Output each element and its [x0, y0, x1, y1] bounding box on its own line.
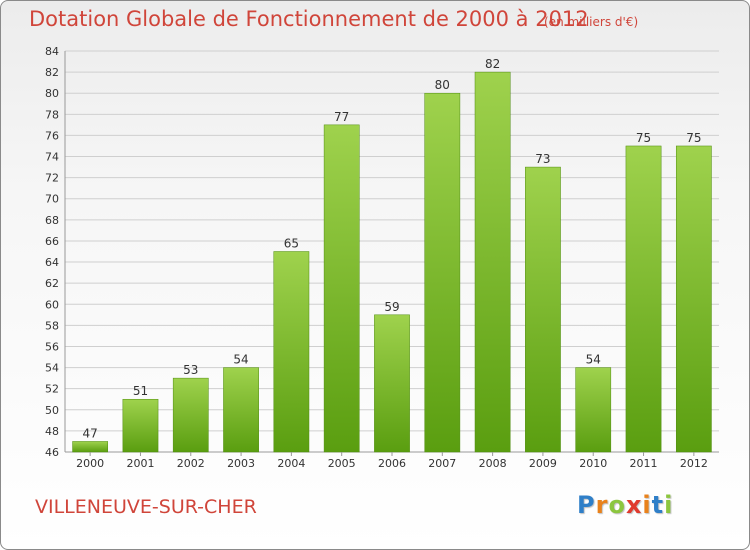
bar-2008 — [474, 71, 511, 453]
data-label-2005: 77 — [334, 110, 349, 124]
commune-name: VILLENEUVE-SUR-CHER — [35, 496, 257, 518]
bar-2011 — [625, 145, 662, 453]
data-label-2008: 82 — [485, 57, 500, 71]
x-tick-label-2007: 2007 — [428, 457, 456, 470]
data-label-2001: 51 — [133, 384, 148, 398]
y-tick-label: 68 — [45, 214, 59, 227]
bar-2003 — [223, 367, 259, 453]
chart-subtitle: (en milliers d'€) — [544, 15, 639, 29]
y-tick-label: 70 — [45, 193, 59, 206]
x-tick-label-2004: 2004 — [277, 457, 305, 470]
data-label-2006: 59 — [384, 300, 399, 314]
data-labels: 47 51 53 54 65 77 59 80 82 73 54 75 75 — [83, 57, 702, 440]
logo-letter: P — [577, 491, 596, 519]
data-label-2003: 54 — [233, 353, 248, 367]
logo-letter: t — [651, 491, 665, 519]
proxiti-logo[interactable]: Proxiti — [577, 491, 673, 519]
data-label-2012: 75 — [686, 131, 701, 145]
x-tick-label-2008: 2008 — [479, 457, 507, 470]
bar-2005 — [323, 124, 360, 453]
y-tick-label: 52 — [45, 383, 59, 396]
y-tick-label: 54 — [45, 362, 59, 375]
y-tick-label: 50 — [45, 404, 59, 417]
bar-2004 — [273, 251, 310, 453]
data-label-2011: 75 — [636, 131, 651, 145]
y-tick-label: 76 — [45, 129, 59, 142]
x-tick-label-2012: 2012 — [680, 457, 708, 470]
logo-letter: i — [664, 491, 674, 519]
x-tick-label-2000: 2000 — [76, 457, 104, 470]
bar-2001 — [122, 398, 159, 453]
y-tick-label: 48 — [45, 425, 59, 438]
x-tick-label-2002: 2002 — [177, 457, 205, 470]
y-tick-label: 80 — [45, 87, 59, 100]
x-tick-label-2009: 2009 — [529, 457, 557, 470]
x-tick-label-2003: 2003 — [227, 457, 255, 470]
bar-2000 — [72, 441, 109, 453]
y-tick-label: 78 — [45, 108, 59, 121]
y-tick-label: 82 — [45, 66, 59, 79]
x-axis: 2000 2001 2002 2003 2004 2005 2006 2007 2008 2009… — [76, 452, 708, 470]
data-label-2000: 47 — [83, 426, 98, 440]
bar-2009 — [525, 166, 561, 453]
bars — [72, 71, 712, 453]
bar-2002 — [172, 377, 209, 453]
y-tick-label: 84 — [45, 45, 59, 58]
x-tick-label-2010: 2010 — [579, 457, 607, 470]
bar-2012 — [675, 145, 712, 453]
y-tick-label: 74 — [45, 151, 59, 164]
data-label-2004: 65 — [284, 237, 299, 251]
y-tick-label: 72 — [45, 172, 59, 185]
bar-2006 — [374, 314, 410, 453]
bar-2010 — [575, 367, 612, 453]
x-tick-label-2006: 2006 — [378, 457, 406, 470]
y-tick-label: 64 — [45, 256, 59, 269]
y-tick-label: 46 — [45, 446, 59, 459]
bar-2007 — [424, 92, 461, 453]
x-tick-label-2001: 2001 — [126, 457, 154, 470]
logo-letter: x — [625, 491, 643, 519]
data-label-2009: 73 — [535, 152, 550, 166]
y-tick-label: 66 — [45, 235, 59, 248]
data-label-2007: 80 — [435, 78, 450, 92]
chart-title: Dotation Globale de Fonctionnement de 20… — [29, 7, 589, 31]
logo-letter: o — [608, 491, 626, 519]
y-tick-label: 56 — [45, 340, 59, 353]
x-tick-label-2005: 2005 — [328, 457, 356, 470]
data-label-2002: 53 — [183, 363, 198, 377]
x-tick-label-2011: 2011 — [630, 457, 658, 470]
y-tick-label: 60 — [45, 298, 59, 311]
logo-letter: i — [642, 491, 652, 519]
y-tick-label: 62 — [45, 277, 59, 290]
data-label-2010: 54 — [586, 353, 601, 367]
y-tick-label: 58 — [45, 319, 59, 332]
logo-letter: r — [595, 491, 609, 519]
